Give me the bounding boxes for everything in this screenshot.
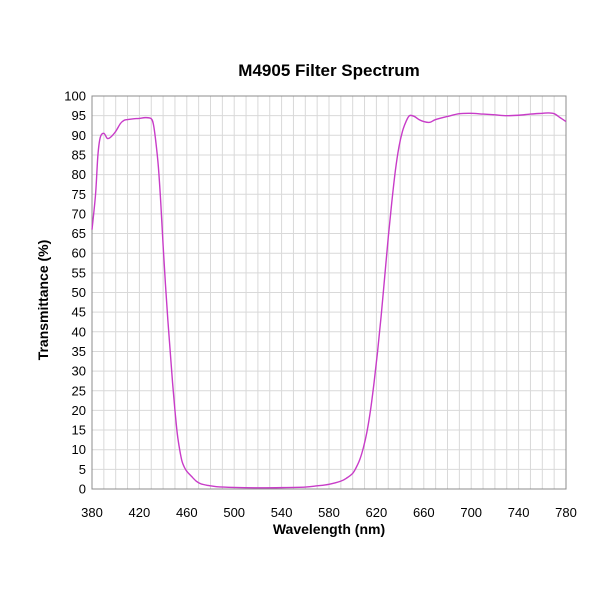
- y-tick-label: 65: [72, 226, 86, 241]
- x-tick-label: 500: [223, 505, 245, 520]
- y-tick-label: 80: [72, 167, 86, 182]
- y-tick-label: 60: [72, 246, 86, 261]
- y-tick-label: 10: [72, 442, 86, 457]
- y-tick-label: 50: [72, 285, 86, 300]
- transmittance-curve: [91, 112, 567, 489]
- chart-title: M4905 Filter Spectrum: [238, 61, 419, 80]
- x-tick-label: 420: [129, 505, 151, 520]
- y-tick-label: 95: [72, 108, 86, 123]
- y-tick-label: 100: [64, 89, 86, 104]
- y-tick-label: 5: [79, 462, 86, 477]
- x-axis-label: Wavelength (nm): [273, 521, 385, 537]
- x-tick-label: 700: [460, 505, 482, 520]
- x-tick-label: 740: [508, 505, 530, 520]
- y-tick-label: 15: [72, 423, 86, 438]
- y-tick-label: 75: [72, 187, 86, 202]
- y-axis-ticks: 0 5 10 15 20 25 30 35 40 45 50 55 60 65 70 75 80 85 90 95 10…: [64, 89, 86, 497]
- x-tick-label: 460: [176, 505, 198, 520]
- x-tick-label: 620: [366, 505, 388, 520]
- y-tick-label: 45: [72, 305, 86, 320]
- y-tick-label: 30: [72, 364, 86, 379]
- plot-area-border: [91, 95, 567, 490]
- y-tick-label: 40: [72, 324, 86, 339]
- y-tick-label: 55: [72, 265, 86, 280]
- x-tick-label: 660: [413, 505, 435, 520]
- y-tick-label: 35: [72, 344, 86, 359]
- x-tick-label: 780: [555, 505, 577, 520]
- y-tick-label: 0: [79, 482, 86, 497]
- y-tick-label: 25: [72, 383, 86, 398]
- y-tick-label: 90: [72, 128, 86, 143]
- y-tick-label: 70: [72, 206, 86, 221]
- gridlines: [92, 95, 566, 490]
- x-axis-ticks: 380 420 460 500 540 580 620 660 700 740 780: [81, 505, 577, 520]
- y-tick-label: 85: [72, 147, 86, 162]
- x-tick-label: 580: [318, 505, 340, 520]
- y-axis-label: Transmittance (%): [35, 240, 51, 361]
- y-tick-label: 20: [72, 403, 86, 418]
- x-tick-label: 540: [271, 505, 293, 520]
- x-tick-label: 380: [81, 505, 103, 520]
